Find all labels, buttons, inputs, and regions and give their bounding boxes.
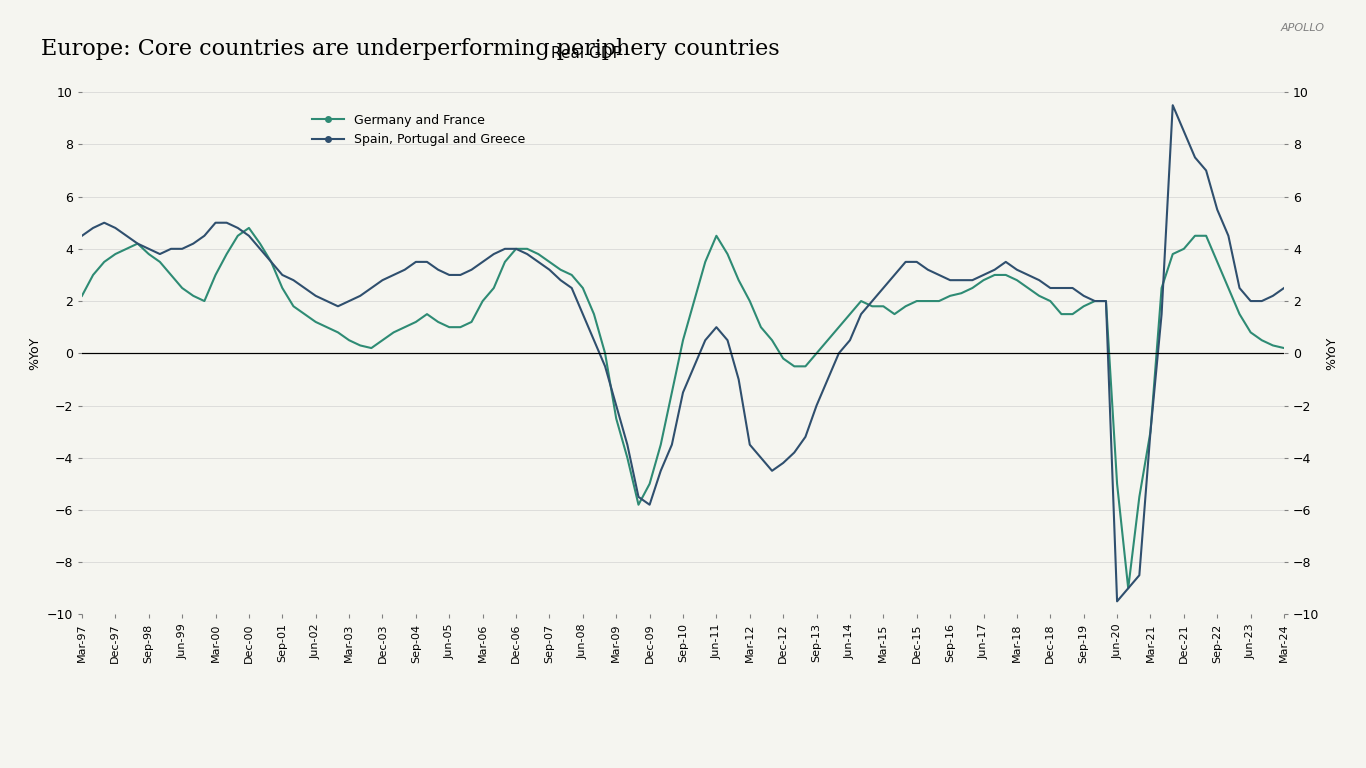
Y-axis label: %YoY: %YoY — [27, 336, 41, 370]
Spain, Portugal and Greece — [1276, 283, 1292, 293]
Spain, Portugal and Greece — [720, 336, 736, 345]
Spain, Portugal and Greece — [163, 244, 179, 253]
Germany and France — [74, 291, 90, 300]
Legend: Germany and France, Spain, Portugal and Greece: Germany and France, Spain, Portugal and … — [307, 109, 530, 151]
Germany and France — [163, 270, 179, 280]
Text: Real GDP: Real GDP — [552, 46, 623, 61]
Spain, Portugal and Greece — [731, 375, 747, 384]
Spain, Portugal and Greece — [74, 231, 90, 240]
Line: Spain, Portugal and Greece: Spain, Portugal and Greece — [82, 105, 1284, 601]
Germany and France — [876, 302, 892, 311]
Text: APOLLO: APOLLO — [1281, 23, 1325, 33]
Germany and France — [419, 310, 436, 319]
Germany and France — [485, 283, 501, 293]
Spain, Portugal and Greece — [1165, 101, 1182, 110]
Text: Europe: Core countries are underperforming periphery countries: Europe: Core countries are underperformi… — [41, 38, 780, 61]
Germany and France — [1276, 343, 1292, 353]
Spain, Portugal and Greece — [1109, 597, 1126, 606]
Germany and France — [1120, 584, 1137, 593]
Germany and France — [742, 296, 758, 306]
Y-axis label: %YoY: %YoY — [1325, 336, 1339, 370]
Germany and France — [731, 276, 747, 285]
Spain, Portugal and Greece — [865, 296, 881, 306]
Spain, Portugal and Greece — [474, 257, 490, 266]
Line: Germany and France: Germany and France — [82, 228, 1284, 588]
Spain, Portugal and Greece — [407, 257, 423, 266]
Germany and France — [240, 223, 257, 233]
